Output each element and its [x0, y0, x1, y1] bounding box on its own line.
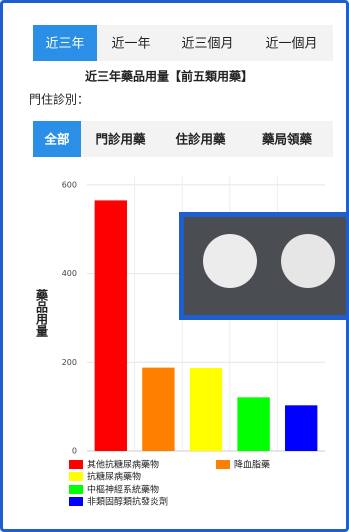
filter-tab[interactable]: 住診用藥	[175, 132, 226, 147]
tab[interactable]: 近一個月	[265, 37, 317, 52]
filter-tab[interactable]: 全部	[43, 132, 70, 147]
bar	[142, 367, 175, 451]
legend-label: 其他抗糖尿病藥物	[87, 459, 159, 471]
bar	[94, 200, 127, 451]
filter-label: 門住診別：	[29, 92, 89, 107]
tab[interactable]: 近一年	[111, 37, 150, 52]
bar	[285, 405, 318, 451]
bar	[237, 397, 270, 451]
photo	[179, 212, 346, 320]
bar	[189, 368, 223, 451]
filter-tab[interactable]: 藥局領藥	[261, 132, 313, 147]
legend-label: 抗糖尿病藥物	[87, 471, 141, 483]
y-tick-label: 600	[62, 180, 77, 189]
legend-label: 中樞神經系統藥物	[87, 484, 159, 496]
legend-swatch	[69, 497, 83, 506]
y-tick-label: 400	[62, 269, 77, 278]
chart-title: 近三年藥品用量【前五類用藥】	[85, 69, 253, 84]
tab-active	[33, 25, 97, 61]
filter-active	[33, 121, 81, 157]
filter-bar	[33, 121, 333, 157]
legend-swatch	[69, 460, 83, 469]
filter-tab[interactable]: 門診用藥	[95, 132, 146, 147]
legend-label: 非類固醇類抗發炎劑	[87, 496, 168, 508]
tab[interactable]: 近三個月	[181, 37, 233, 52]
legend-label: 降血脂藥	[234, 459, 270, 471]
legend-swatch	[69, 485, 83, 494]
y-axis-label: 藥品用量	[35, 288, 49, 337]
legend-swatch	[69, 472, 83, 481]
y-tick-label: 0	[72, 447, 77, 456]
tab[interactable]: 近三年	[45, 37, 84, 52]
legend-swatch	[216, 460, 230, 469]
y-tick-label: 200	[62, 358, 77, 367]
